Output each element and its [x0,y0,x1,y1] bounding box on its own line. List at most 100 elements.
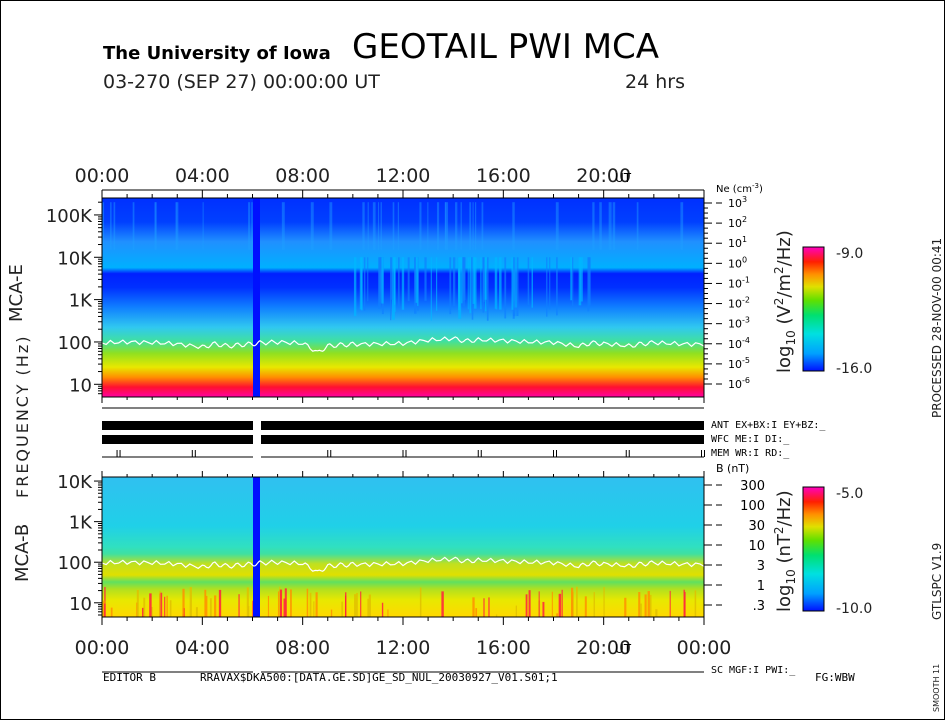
mca-b-spikes [103,586,697,617]
mca-b-panel: 10 100 1K 10K B (nT) 300 100 30 10 3 1 .3 MCA-B [12,462,765,618]
top-tick-label: 16:00 [476,165,531,187]
top-ut-label: UT [615,171,632,185]
top-tick-label: 20:00 [576,165,631,187]
mca-e-emission-streak [587,257,590,312]
mca-b-burst [182,588,185,617]
mca-b-burst [593,592,595,617]
mca-e-emission-streak [467,257,469,310]
ant-bar-right [261,421,704,430]
mca-e-high-streak [599,202,602,250]
mca-b-colorbar-gradient [802,486,825,612]
mca-b-burst [538,591,540,617]
mca-e-high-streak [474,202,477,250]
mca-e-emission-streak [499,257,502,310]
mca-e-emission-streak [486,257,489,321]
mca-e-high-streak [444,202,447,250]
mca-b-burst [166,595,168,617]
mca-b-burst [669,590,671,617]
mca-e-high-streak [362,202,365,250]
mca-b-burst [561,589,563,617]
mca-e-emission-streak [415,257,419,303]
mca-b-burst [209,598,212,617]
bottom-tick-label: 04:00 [175,637,230,659]
bottom-ut-label: UT [615,642,632,656]
mca-e-emission-streak [570,257,573,301]
mca-b-burst [284,588,287,617]
mca-b-burst [528,590,531,617]
plot-title: GEOTAIL PWI MCA [352,27,659,67]
mca-b-burst [151,607,153,617]
mca-b-burst [644,594,647,617]
mca-e-emission-streak [578,257,582,306]
ne-tick-label: 10-3 [728,316,750,331]
mca-b-burst [283,598,286,617]
mca-b-burst [290,589,292,617]
bottom-tick-label: 00:00 [677,637,732,659]
ne-tick-label: 10-1 [728,275,750,290]
ne-tick-label: 100 [728,255,747,270]
mca-b-burst [603,587,605,617]
mca-e-emission-streak [572,257,574,307]
mca-e-high-streak [392,202,395,250]
footer-editor: EDITOR B [103,671,156,684]
footer-path: RRAVAX$DKA500:[DATA.GE.SD]GE_SD_NUL_2003… [200,671,558,684]
mca-e-freq-tick-label: 100K [46,206,93,227]
ant-bar-left [102,421,253,430]
status-sc: SC MGF:I PWI:_ [711,665,796,676]
mca-e-emission-streak [469,257,472,314]
mca-e-high-streak [248,202,251,250]
version-label: GTLSPC V1.9 [930,543,944,620]
b-tick-label: 300 [740,479,765,494]
mca-b-colorbar-max: -5.0 [836,486,863,502]
mca-e-emission-streak [414,257,416,301]
mca-b-burst [246,587,249,617]
mca-b-freq-tick-label: 1K [69,513,93,534]
wfc-bar-right [261,435,704,444]
mca-b-freq-tick-label: 10K [57,472,93,493]
mca-e-emission-streak [527,257,530,305]
mca-e-freq-tick-label: 1K [69,291,93,312]
mca-b-burst [649,594,652,617]
date-line: 03-270 (SEP 27) 00:00:00 UT [103,71,380,93]
mca-b-burst [684,591,686,617]
top-tick-label: 12:00 [376,165,431,187]
mca-e-high-streak [367,202,369,250]
ne-tick-label: 102 [728,215,747,230]
mca-e-colorbar-max: -9.0 [836,246,863,262]
mca-e-high-streak [102,202,105,250]
frequency-axis-label: FREQUENCY (Hz) [13,335,32,498]
mca-e-high-streak [436,202,440,250]
mca-b-burst [475,608,478,617]
mca-e-emission-streak [367,257,369,302]
bottom-tick-label: 16:00 [476,637,531,659]
mca-b-burst [354,594,357,617]
bottom-tick-label: 12:00 [376,637,431,659]
mca-e-panel: 10 100 1K 10K 100K Ne (cm-3)103 102 101 100 10-1… [6,182,763,398]
bottom-tick-label: 08:00 [275,637,330,659]
mca-e-emission-streak [379,257,383,304]
mca-e-high-streak [378,202,380,250]
mca-e-emission-streak [363,257,366,311]
b-tick-label: .3 [753,599,765,614]
mca-b-burst [141,607,144,617]
mca-b-burst [279,586,281,617]
mca-b-burst [238,594,240,617]
mca-b-burst [515,605,517,617]
status-strip: ANT EX+BX:I EY+BZ:_ WFC ME:I DI:_ MEM WR… [102,407,826,459]
mca-e-high-streak [281,202,285,250]
bottom-time-axis: 00:00 04:00 08:00 12:00 16:00 20:00 00:00 UT [75,397,732,659]
mca-b-burst [551,591,553,617]
mca-e-high-streak [469,202,472,250]
mca-e-high-streak [310,202,314,250]
mca-b-burst [313,601,315,617]
mca-e-density-axis: Ne (cm-3)103 102 101 100 10-1 10-2 10-3 10-4 10-… [704,182,763,391]
mca-b-colorbar: -5.0 -10.0 log10 (nT2/Hz) [772,486,872,617]
mca-e-emission-streak [494,257,496,309]
mca-e-high-streak [481,202,484,250]
mca-e-frequency-axis: 10 100 1K 10K 100K [46,201,102,396]
mca-e-high-streak [460,202,462,250]
mca-e-emission-streak [480,257,482,310]
mca-e-emission-streak [471,257,474,320]
mca-e-high-streak [636,202,639,250]
mca-b-burst [360,591,362,617]
